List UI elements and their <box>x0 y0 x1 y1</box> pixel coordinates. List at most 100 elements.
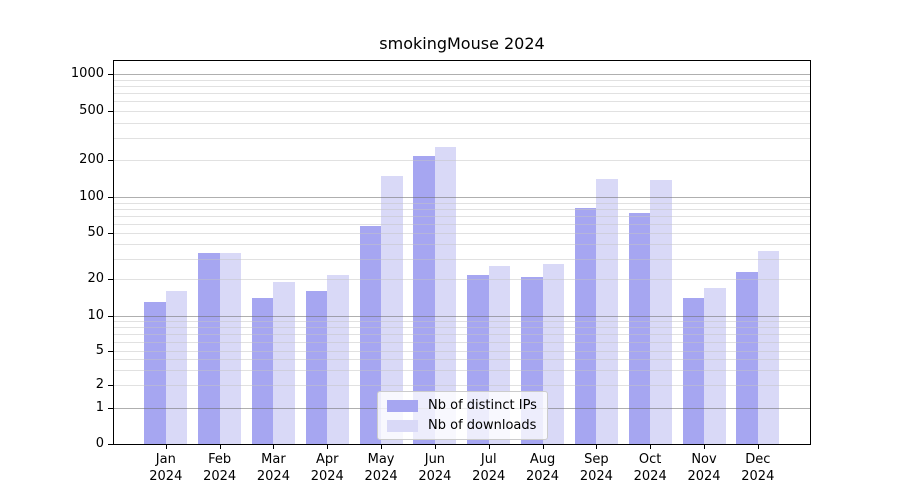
bar-downloads <box>434 147 457 444</box>
x-tick-label-month: Mar <box>261 452 286 467</box>
x-tick-label-year: 2024 <box>364 469 398 484</box>
grid-line-minor <box>114 79 810 81</box>
bar-downloads <box>165 291 188 444</box>
grid-line-minor <box>114 244 810 246</box>
grid-line-minor <box>114 327 810 329</box>
legend-swatch-distinct-ips <box>387 399 418 412</box>
y-tick-label: 0 <box>95 436 104 451</box>
y-tick-mark <box>108 444 113 445</box>
grid-line-minor <box>114 233 810 235</box>
plot-area: Nb of distinct IPs Nb of downloads <box>113 60 811 445</box>
bar-downloads <box>381 175 403 444</box>
x-tick-mark <box>488 445 490 449</box>
x-tick-label: Mar 2024 <box>241 451 305 485</box>
x-tick-label-year: 2024 <box>418 469 452 484</box>
y-tick-label: 20 <box>87 271 104 287</box>
bar-distinct-ips <box>359 226 382 444</box>
bar-downloads <box>219 252 242 444</box>
y-tick-mark <box>108 110 113 112</box>
y-tick-mark <box>108 279 113 281</box>
y-tick-label: 100 <box>79 189 104 205</box>
bar-distinct-ips <box>736 272 758 444</box>
x-tick-label-month: Aug <box>529 452 556 467</box>
bar-downloads <box>273 282 295 444</box>
x-tick-label: Aug 2024 <box>511 451 575 485</box>
x-tick-label: Nov 2024 <box>672 451 736 485</box>
x-tick-mark <box>434 445 436 449</box>
x-tick-label-month: Dec <box>745 452 771 467</box>
x-tick-label: May 2024 <box>349 451 413 485</box>
grid-line-minor <box>114 138 810 140</box>
y-tick-mark <box>108 408 113 410</box>
x-tick-label: Oct 2024 <box>618 451 682 485</box>
y-tick-mark <box>108 316 113 318</box>
legend: Nb of distinct IPs Nb of downloads <box>377 391 548 440</box>
y-tick-mark <box>108 233 113 235</box>
y-tick-label: 2 <box>95 377 104 393</box>
y-tick-mark <box>108 385 113 387</box>
x-tick-label-month: Nov <box>691 452 717 467</box>
grid-line-major <box>114 73 810 75</box>
x-tick-label-month: Jan <box>155 452 176 467</box>
x-tick-label-month: May <box>367 452 395 467</box>
grid-line-minor <box>114 122 810 124</box>
y-tick-mark <box>108 350 113 352</box>
bar-downloads <box>757 251 780 444</box>
x-tick-label: Jun 2024 <box>403 451 467 485</box>
grid-line-minor <box>114 341 810 343</box>
bar-distinct-ips <box>628 212 651 444</box>
legend-item-downloads: Nb of downloads <box>387 418 537 433</box>
y-tick-label: 500 <box>79 102 104 118</box>
y-tick-label: 1 <box>95 400 104 416</box>
y-tick-label: 50 <box>87 225 104 241</box>
x-tick-label: Feb 2024 <box>188 451 252 485</box>
bar-downloads <box>650 180 672 444</box>
x-tick-label-year: 2024 <box>741 469 775 484</box>
legend-swatch-downloads <box>387 419 418 432</box>
x-tick-label-month: Jun <box>424 452 446 467</box>
x-tick-label: Apr 2024 <box>295 451 359 485</box>
grid-line-minor <box>114 160 810 162</box>
x-tick-mark <box>650 445 652 449</box>
x-tick-label-month: Feb <box>208 452 232 467</box>
legend-item-distinct-ips: Nb of distinct IPs <box>387 398 537 413</box>
grid-line-minor <box>114 202 810 204</box>
x-tick-label: Dec 2024 <box>726 451 790 485</box>
x-tick-label: Jul 2024 <box>457 451 521 485</box>
grid-line-minor <box>114 110 810 112</box>
x-tick-label-year: 2024 <box>579 469 613 484</box>
x-tick-label-year: 2024 <box>203 469 237 484</box>
grid-line-minor <box>114 350 810 352</box>
x-tick-label-month: Oct <box>638 452 662 467</box>
bar-distinct-ips <box>574 208 597 444</box>
y-tick-label: 10 <box>87 308 104 324</box>
grid-line-minor <box>114 208 810 210</box>
grid-line-minor <box>114 279 810 281</box>
x-tick-mark <box>219 445 221 449</box>
x-tick-mark <box>757 445 759 449</box>
y-tick-label: 1000 <box>70 65 104 81</box>
grid-line-major <box>114 197 810 199</box>
grid-layer <box>114 61 810 444</box>
grid-line-minor <box>114 321 810 323</box>
chart-title: smokingMouse 2024 <box>379 34 545 53</box>
grid-line-minor <box>114 385 810 387</box>
grid-line-minor <box>114 101 810 103</box>
grid-line-minor <box>114 92 810 94</box>
x-tick-label-year: 2024 <box>256 469 290 484</box>
x-tick-label: Jan 2024 <box>134 451 198 485</box>
y-tick-label: 200 <box>79 152 104 168</box>
y-tick-mark <box>108 197 113 199</box>
x-tick-label-month: Jul <box>480 452 497 467</box>
y-tick-mark <box>108 73 113 75</box>
y-tick-mark <box>108 160 113 162</box>
y-tick-label: 5 <box>95 342 104 358</box>
grid-line-minor <box>114 85 810 87</box>
bar-distinct-ips <box>413 156 435 444</box>
x-tick-label-year: 2024 <box>633 469 667 484</box>
x-tick-label-year: 2024 <box>525 469 560 484</box>
bar-downloads <box>704 288 726 444</box>
x-tick-label-year: 2024 <box>310 469 344 484</box>
x-tick-mark <box>596 445 598 449</box>
